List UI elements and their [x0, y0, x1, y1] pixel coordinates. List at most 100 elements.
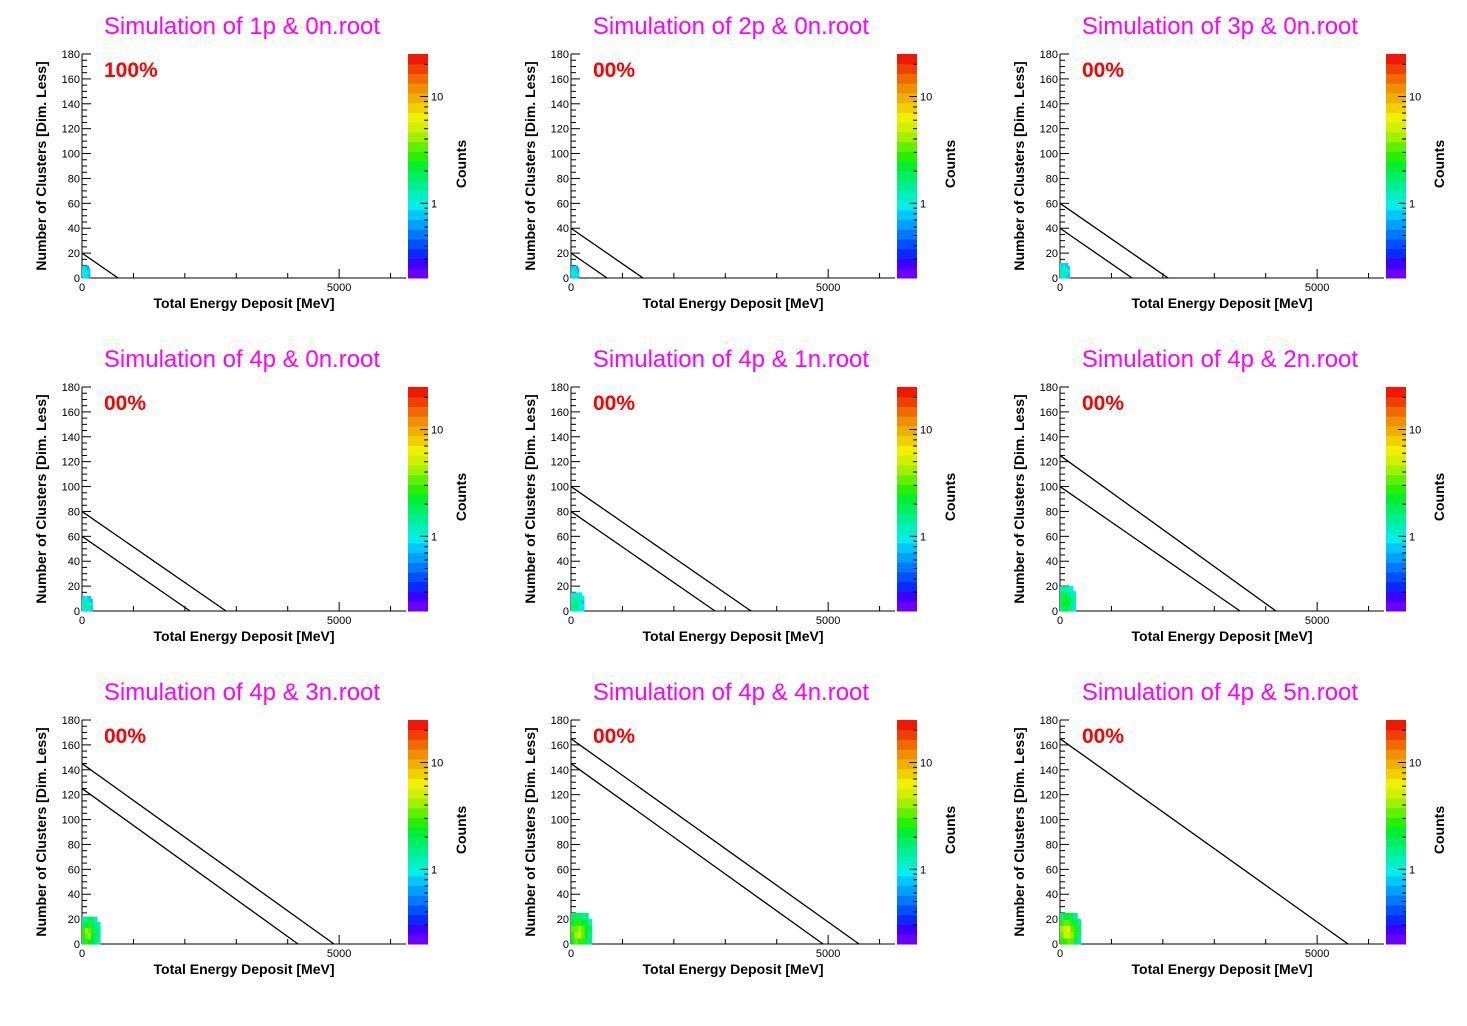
y-tick-label: 40: [557, 889, 569, 901]
color-bar-segment: [897, 209, 917, 221]
color-bar-segment: [1386, 63, 1406, 74]
heatmap-cell: [571, 603, 574, 608]
heatmap-cell: [1066, 272, 1069, 276]
y-tick-label: 140: [1040, 432, 1058, 444]
heatmap-cell: [1065, 596, 1069, 602]
color-bar-segment: [1386, 542, 1406, 554]
heatmap-cell: [581, 607, 585, 612]
heatmap-cell: [88, 596, 92, 600]
color-bar-segment: [897, 601, 917, 612]
y-tick-label: 60: [68, 864, 80, 876]
heatmap-cell: [82, 927, 86, 934]
heatmap-cell: [1067, 269, 1070, 273]
y-tick-label: 160: [1040, 407, 1058, 419]
heatmap-cell: [82, 596, 85, 600]
heatmap-cell: [579, 603, 583, 608]
color-bar-segment: [408, 542, 428, 554]
color-bar-segment: [408, 885, 428, 896]
heatmap-cell: [1077, 937, 1082, 945]
color-bar-segment: [897, 885, 917, 896]
heatmap-cell: [82, 273, 84, 277]
heatmap-cell: [573, 607, 576, 612]
heatmap-cell: [87, 268, 90, 272]
y-tick-label: 180: [62, 382, 80, 394]
x-tick-label: 0: [568, 615, 574, 627]
heatmap-cell: [90, 599, 93, 603]
heatmap-cell: [1067, 591, 1071, 597]
color-bar-segment: [897, 455, 917, 466]
heatmap-cell: [574, 931, 579, 939]
heatmap-cell: [84, 268, 87, 272]
heatmap-cell: [1063, 931, 1068, 939]
color-bar-segment: [1386, 268, 1406, 279]
heatmap-cell: [97, 927, 101, 934]
y-tick-label: 140: [62, 99, 80, 111]
y-tick-label: 0: [1052, 606, 1058, 618]
color-bar-segment: [1386, 102, 1406, 113]
heatmap-cell: [1072, 591, 1077, 597]
heatmap-cell: [88, 270, 91, 274]
color-bar-segment: [408, 258, 428, 269]
heatmap-cell: [83, 602, 87, 606]
heatmap-cell: [575, 596, 579, 601]
heatmap-cell: [581, 925, 586, 933]
heatmap-cell: [1067, 272, 1070, 276]
heatmap-cell: [571, 596, 574, 601]
heatmap-cell: [572, 275, 575, 279]
color-bar-segment: [408, 778, 428, 789]
heatmap-cell: [574, 273, 577, 277]
heatmap-cell: [82, 602, 85, 606]
color-bar-segment: [1386, 924, 1406, 935]
y-tick-label: 120: [62, 790, 80, 802]
chart-title: Simulation of 4p & 4n.root: [593, 679, 869, 706]
y-tick-label: 120: [1040, 124, 1058, 136]
color-bar-segment: [408, 875, 428, 887]
heatmap-cell: [577, 596, 581, 601]
heatmap-cell: [85, 273, 88, 277]
y-tick-label: 180: [1040, 49, 1058, 61]
z-tick-label: 1: [1409, 198, 1415, 210]
color-bar-segment: [408, 268, 428, 279]
x-tick-label: 0: [568, 282, 574, 294]
heatmap-cell: [1070, 591, 1074, 597]
percent-label: 00%: [1082, 59, 1124, 82]
heatmap-cell: [1060, 266, 1063, 270]
color-bar-segment: [1386, 258, 1406, 269]
color-bar-label: Counts: [942, 473, 958, 521]
color-bar-label: Counts: [453, 473, 469, 521]
x-tick-label: 5000: [816, 282, 840, 294]
y-tick-label: 160: [62, 407, 80, 419]
color-bar-segment: [1386, 425, 1406, 437]
cut-line: [570, 763, 824, 945]
heatmap-cell: [88, 602, 92, 606]
color-bar-segment: [408, 180, 428, 191]
heatmap-cell: [577, 592, 581, 597]
heatmap-cell: [573, 273, 576, 277]
color-bar-segment: [1386, 180, 1406, 191]
heatmap-cell: [1066, 266, 1069, 270]
color-bar-segment: [408, 749, 428, 760]
color-bar-segment: [1386, 720, 1406, 731]
chart-title: Simulation of 2p & 0n.root: [593, 13, 869, 40]
heatmap-cell: [91, 933, 95, 940]
y-tick-label: 100: [1040, 482, 1058, 494]
y-axis-label: Number of Clusters [Dim. Less]: [33, 61, 49, 270]
color-bar-segment: [897, 416, 917, 427]
color-bar-segment: [897, 895, 917, 906]
color-bar-segment: [897, 934, 917, 945]
heatmap-cell: [90, 602, 93, 606]
color-bar-segment: [408, 435, 428, 446]
y-tick-label: 140: [1040, 99, 1058, 111]
color-bar-segment: [1386, 836, 1406, 848]
heatmap-cell: [85, 608, 88, 612]
color-bar-segment: [897, 581, 917, 593]
color-bar-segment: [1386, 396, 1406, 407]
color-bar-segment: [408, 455, 428, 466]
z-tick-label: 1: [1409, 531, 1415, 543]
color-bar-segment: [1386, 914, 1406, 926]
color-bar-segment: [1386, 141, 1406, 152]
color-bar-segment: [897, 239, 917, 250]
heatmap-cell: [1065, 601, 1069, 607]
heatmap-cell: [85, 599, 88, 603]
